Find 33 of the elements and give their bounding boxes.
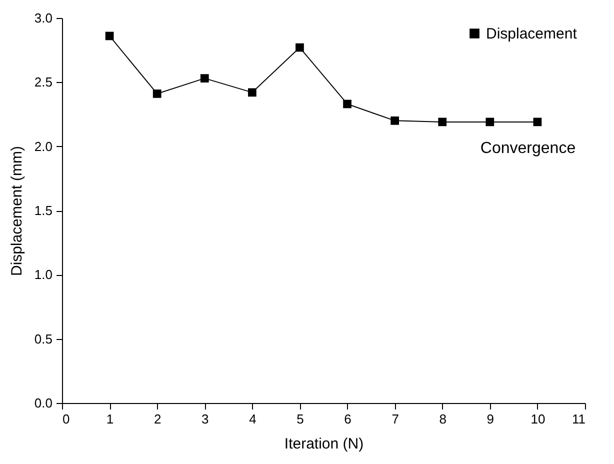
point (152, 90, 162, 98)
point (105, 32, 114, 40)
x-tick-label: 11 (572, 412, 586, 426)
x-tick-label: 0 (62, 412, 70, 426)
y-tick-label: 0.0 (34, 396, 52, 410)
y-tick-label: 2.5 (34, 74, 52, 90)
point (343, 100, 352, 108)
x-tick-label: 10 (530, 412, 546, 426)
point (438, 118, 447, 126)
x-tick-label: 1 (106, 412, 114, 426)
x-tick-label: 2 (154, 412, 162, 426)
x-tick-label: 3 (202, 412, 209, 426)
legend-label: Displacement (486, 26, 578, 42)
y-tick-label: 3.0 (34, 10, 52, 26)
y-tick-label: 2.0 (34, 138, 52, 154)
point (533, 118, 542, 126)
x-tick-label: 7 (392, 412, 399, 426)
x-tick-label: 6 (344, 412, 352, 426)
x-tick-label: 8 (439, 412, 446, 426)
y-axis-title: Displacement (mm) (8, 146, 26, 276)
point (200, 74, 209, 82)
annotation: Convergence (480, 140, 576, 157)
point (486, 118, 494, 126)
point (248, 88, 256, 97)
x-tick-label: 4 (249, 412, 256, 426)
x-axis-title: Iteration (N) (284, 436, 364, 452)
x-tick-label: 9 (486, 412, 494, 426)
x-tick-label: 5 (296, 412, 304, 426)
point (390, 116, 399, 125)
point (296, 43, 304, 52)
y-tick-label: 0.5 (34, 331, 52, 346)
y-tick-label: 1.0 (34, 267, 52, 282)
y-tick-label: 1.5 (34, 203, 52, 218)
